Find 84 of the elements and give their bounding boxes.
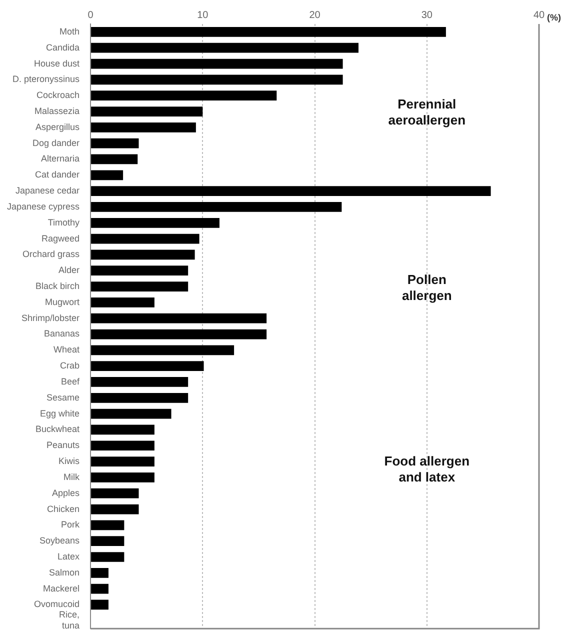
y-tick-label: Mackerel [43,583,80,594]
bar [91,456,154,466]
y-tick-label: Ovomucoid [34,599,80,610]
x-tick-label: 0 [88,10,94,21]
y-tick-label: Pork [61,520,80,530]
bar [91,42,358,53]
y-tick-label: Soybeans [40,536,80,546]
y-tick-label: Egg white [40,408,80,418]
bar [91,58,343,69]
bar [91,584,108,594]
bar [91,298,154,308]
bar [91,186,491,196]
y-tick-label: Ragweed [42,233,80,244]
y-tick-label: Aspergillus [36,122,80,132]
bar [91,74,343,85]
y-tick-label: Timothy [48,217,80,228]
bar [91,138,139,148]
y-tick-label: Alder [58,265,80,276]
y-tick-label: Sesame [46,392,80,402]
bar [91,536,124,546]
y-tick-label: Mugwort [45,296,80,307]
y-tick-label: Buckwheat [36,424,80,434]
bar [91,377,188,387]
annotation: Pollen allergen [402,272,452,303]
bar [91,345,234,356]
y-tick-label: Chicken [47,504,80,514]
y-tick-label: Japanese cypress [6,201,80,212]
y-tick-label: House dust [34,58,80,68]
y-tick-label: Bananas [44,328,80,339]
bar [91,313,267,324]
bar [91,122,196,132]
y-tick-label: Black birch [36,281,80,292]
y-tick-label: Japanese cedar [15,186,80,196]
y-tick-label: Apples [52,488,80,498]
y-tick-label: Peanuts [46,440,80,450]
bar [91,361,204,372]
bar [91,392,188,403]
y-tick-label: Milk [64,472,80,482]
y-tick-label: Alternaria [41,154,80,164]
x-axis-title: (%) [547,12,561,22]
bar [91,520,124,530]
y-tick-label: Cat dander [35,170,80,180]
bar [91,154,138,164]
bar [91,282,188,292]
y-tick-label: Shrimp/lobster [22,312,80,323]
annotation: Perennial aeroallergen [388,96,466,128]
y-tick-label: Malassezia [34,106,80,116]
bar [91,234,200,244]
bar [91,250,195,260]
y-tick-label: Latex [58,551,80,562]
bar [91,27,446,37]
bar [91,408,172,419]
y-tick-label: Kiwis [58,456,80,466]
bar [91,504,139,514]
y-tick-label: Rice, tuna [59,610,80,631]
y-tick-label: Wheat [54,344,80,355]
y-tick-label: Dog dander [32,138,80,148]
bar [91,472,154,482]
y-tick-label: Beef [61,376,80,386]
bar [91,488,139,498]
bar [91,552,124,562]
y-tick-label: Candida [46,42,80,52]
bar [91,440,154,451]
y-tick-label: Moth [60,26,80,36]
bar [91,568,108,578]
y-tick-label: Orchard grass [22,249,80,260]
x-tick-label: 30 [421,10,433,21]
x-tick-label: 40 [533,10,545,21]
bar [91,106,203,116]
y-tick-label: D. pteronyssinus [12,74,80,84]
bar [91,202,342,212]
bar [91,424,154,435]
x-tick-label: 10 [197,10,209,21]
bar [91,600,108,610]
y-tick-label: Salmon [49,567,80,578]
bar [91,266,188,276]
bar [91,329,267,340]
bar [91,90,277,101]
x-tick-label: 20 [309,10,321,21]
bar [91,218,220,228]
y-tick-label: Crab [60,360,80,371]
annotation: Food allergen and latex [384,453,470,484]
y-tick-label: Cockroach [36,90,80,100]
bar [91,170,124,180]
